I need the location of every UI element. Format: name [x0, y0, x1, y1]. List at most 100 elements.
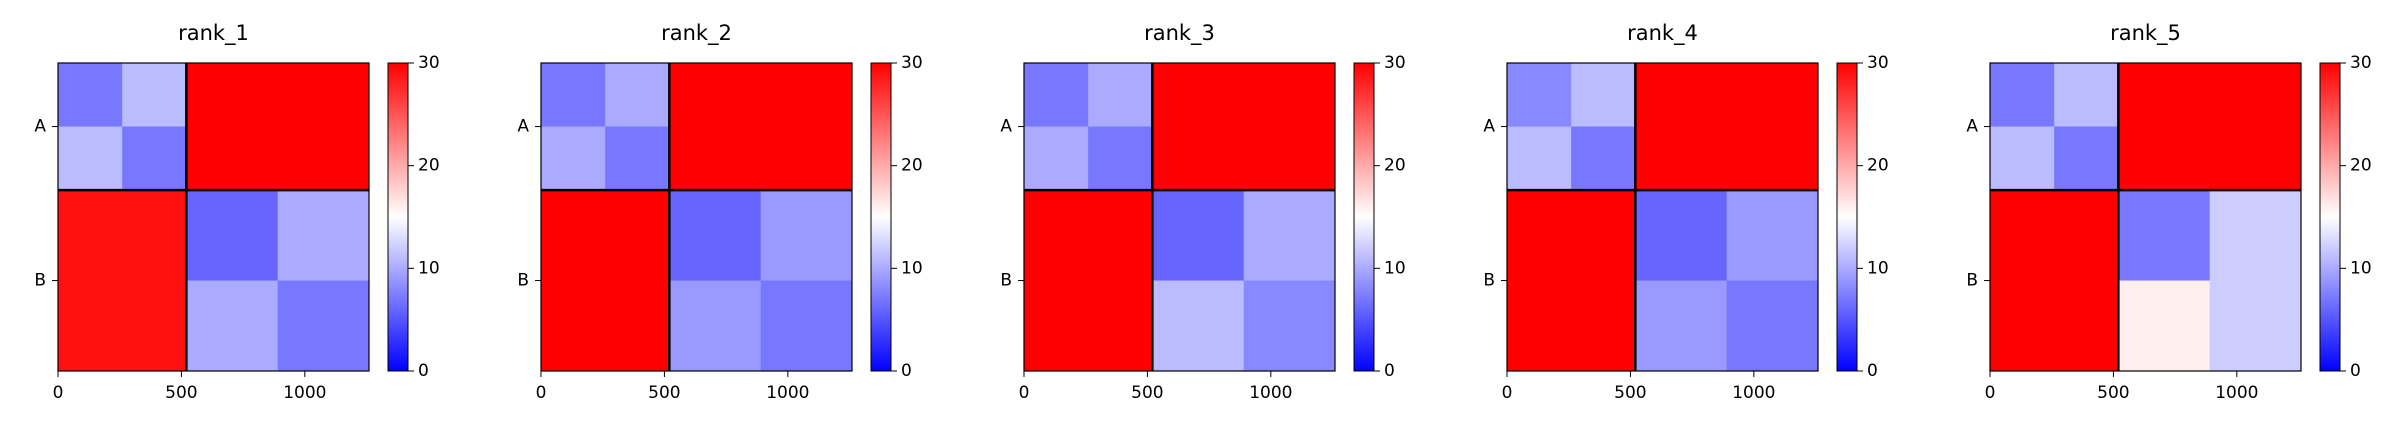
heatmap-cell	[1024, 63, 1089, 128]
colorbar-tick-label: 20	[1867, 156, 1889, 176]
colorbar-tick-label: 30	[901, 53, 923, 73]
heatmap-cell	[1726, 126, 1819, 191]
heatmap-cell	[760, 280, 853, 372]
y-tick-label: A	[1966, 117, 1978, 137]
heatmap-cell	[58, 190, 123, 282]
heatmap-cell	[669, 63, 762, 128]
heatmap-cell	[122, 63, 187, 128]
heatmap-cell	[605, 126, 670, 191]
heatmap-cell	[1990, 126, 2055, 191]
heatmap-cell	[669, 126, 762, 191]
y-tick-label: A	[517, 117, 529, 137]
x-tick-label: 0	[53, 383, 64, 403]
heatmap-cell	[1152, 190, 1245, 282]
heatmap-cell	[2054, 63, 2119, 128]
y-tick-label: A	[1483, 117, 1495, 137]
plot-frame	[1023, 62, 1336, 372]
heatmap-cell	[541, 280, 606, 372]
heatmap-cell	[1571, 190, 1636, 282]
heatmap-cell	[2118, 280, 2211, 372]
y-tick-label: B	[1483, 271, 1495, 291]
colorbar-tick-label: 0	[2350, 361, 2361, 381]
heatmap-cell	[122, 280, 187, 372]
heatmap-cell	[1507, 190, 1572, 282]
x-tick-label: 500	[1131, 383, 1163, 403]
y-tick-label: B	[517, 271, 529, 291]
colorbar	[1353, 62, 1375, 372]
colorbar	[2319, 62, 2341, 372]
heatmap-cell	[58, 280, 123, 372]
heatmap-cell	[760, 190, 853, 282]
heatmap-cell	[2118, 63, 2211, 128]
heatmap-cell	[669, 190, 762, 282]
heatmap-cell	[2054, 280, 2119, 372]
heatmap-cell	[1571, 280, 1636, 372]
heatmap-cell	[1635, 280, 1728, 372]
x-tick-label: 0	[1502, 383, 1513, 403]
x-tick-label: 1000	[2215, 383, 2258, 403]
colorbar	[870, 62, 892, 372]
heatmap-cell	[1507, 63, 1572, 128]
heatmap-cell	[1243, 126, 1336, 191]
colorbar	[387, 62, 409, 372]
y-tick-label: B	[1000, 271, 1012, 291]
colorbar	[1836, 62, 1858, 372]
heatmap-cell	[605, 280, 670, 372]
plot-frame	[1989, 62, 2302, 372]
panel-title: rank_2	[661, 21, 732, 46]
heatmap-cell	[2209, 190, 2302, 282]
x-tick-label: 1000	[766, 383, 809, 403]
heatmap-cell	[58, 63, 123, 128]
heatmap-cell	[2209, 63, 2302, 128]
y-tick-label: B	[34, 271, 46, 291]
colorbar-tick-label: 20	[1384, 156, 1406, 176]
plot-frame	[540, 62, 853, 372]
heatmap-cell	[541, 126, 606, 191]
x-tick-label: 1000	[283, 383, 326, 403]
heatmap-cell	[277, 63, 370, 128]
heatmap-cell	[1990, 280, 2055, 372]
heatmap-cell	[1088, 126, 1153, 191]
heatmap-cell	[760, 126, 853, 191]
colorbar-tick-label: 20	[2350, 156, 2372, 176]
heatmap-cell	[1243, 63, 1336, 128]
colorbar-tick-label: 0	[1384, 361, 1395, 381]
heatmap-cell	[277, 190, 370, 282]
colorbar-tick-label: 10	[418, 258, 440, 278]
colorbar-tick-label: 30	[2350, 53, 2372, 73]
heatmap-cell	[1635, 190, 1728, 282]
heatmap-cell	[1088, 63, 1153, 128]
heatmap-cell	[1635, 126, 1728, 191]
heatmap-cell	[1152, 126, 1245, 191]
colorbar-tick-label: 10	[901, 258, 923, 278]
heatmap-cell	[1507, 280, 1572, 372]
x-tick-label: 500	[1614, 383, 1646, 403]
colorbar-tick-label: 20	[418, 156, 440, 176]
colorbar-tick-label: 30	[1384, 53, 1406, 73]
heatmap-cell	[1635, 63, 1728, 128]
heatmap-cell	[541, 190, 606, 282]
colorbar-tick-label: 10	[1384, 258, 1406, 278]
colorbar-tick-label: 10	[2350, 258, 2372, 278]
heatmap-cell	[1024, 280, 1089, 372]
heatmap-cell	[2118, 190, 2211, 282]
colorbar-tick-label: 20	[901, 156, 923, 176]
x-tick-label: 0	[1985, 383, 1996, 403]
heatmap-cell	[1243, 280, 1336, 372]
heatmap-cell	[186, 280, 279, 372]
heatmap-cell	[186, 126, 279, 191]
heatmap-cell	[2209, 126, 2302, 191]
panel-title: rank_5	[2110, 21, 2181, 46]
colorbar-tick-label: 0	[418, 361, 429, 381]
heatmap-cell	[1726, 190, 1819, 282]
heatmap-cell	[122, 126, 187, 191]
x-tick-label: 500	[2097, 383, 2129, 403]
x-tick-label: 500	[648, 383, 680, 403]
heatmap-cell	[1990, 190, 2055, 282]
colorbar-tick-label: 30	[1867, 53, 1889, 73]
heatmap-cell	[186, 63, 279, 128]
heatmap-cell	[277, 280, 370, 372]
heatmap-cell	[1726, 63, 1819, 128]
heatmap-cell	[1024, 126, 1089, 191]
